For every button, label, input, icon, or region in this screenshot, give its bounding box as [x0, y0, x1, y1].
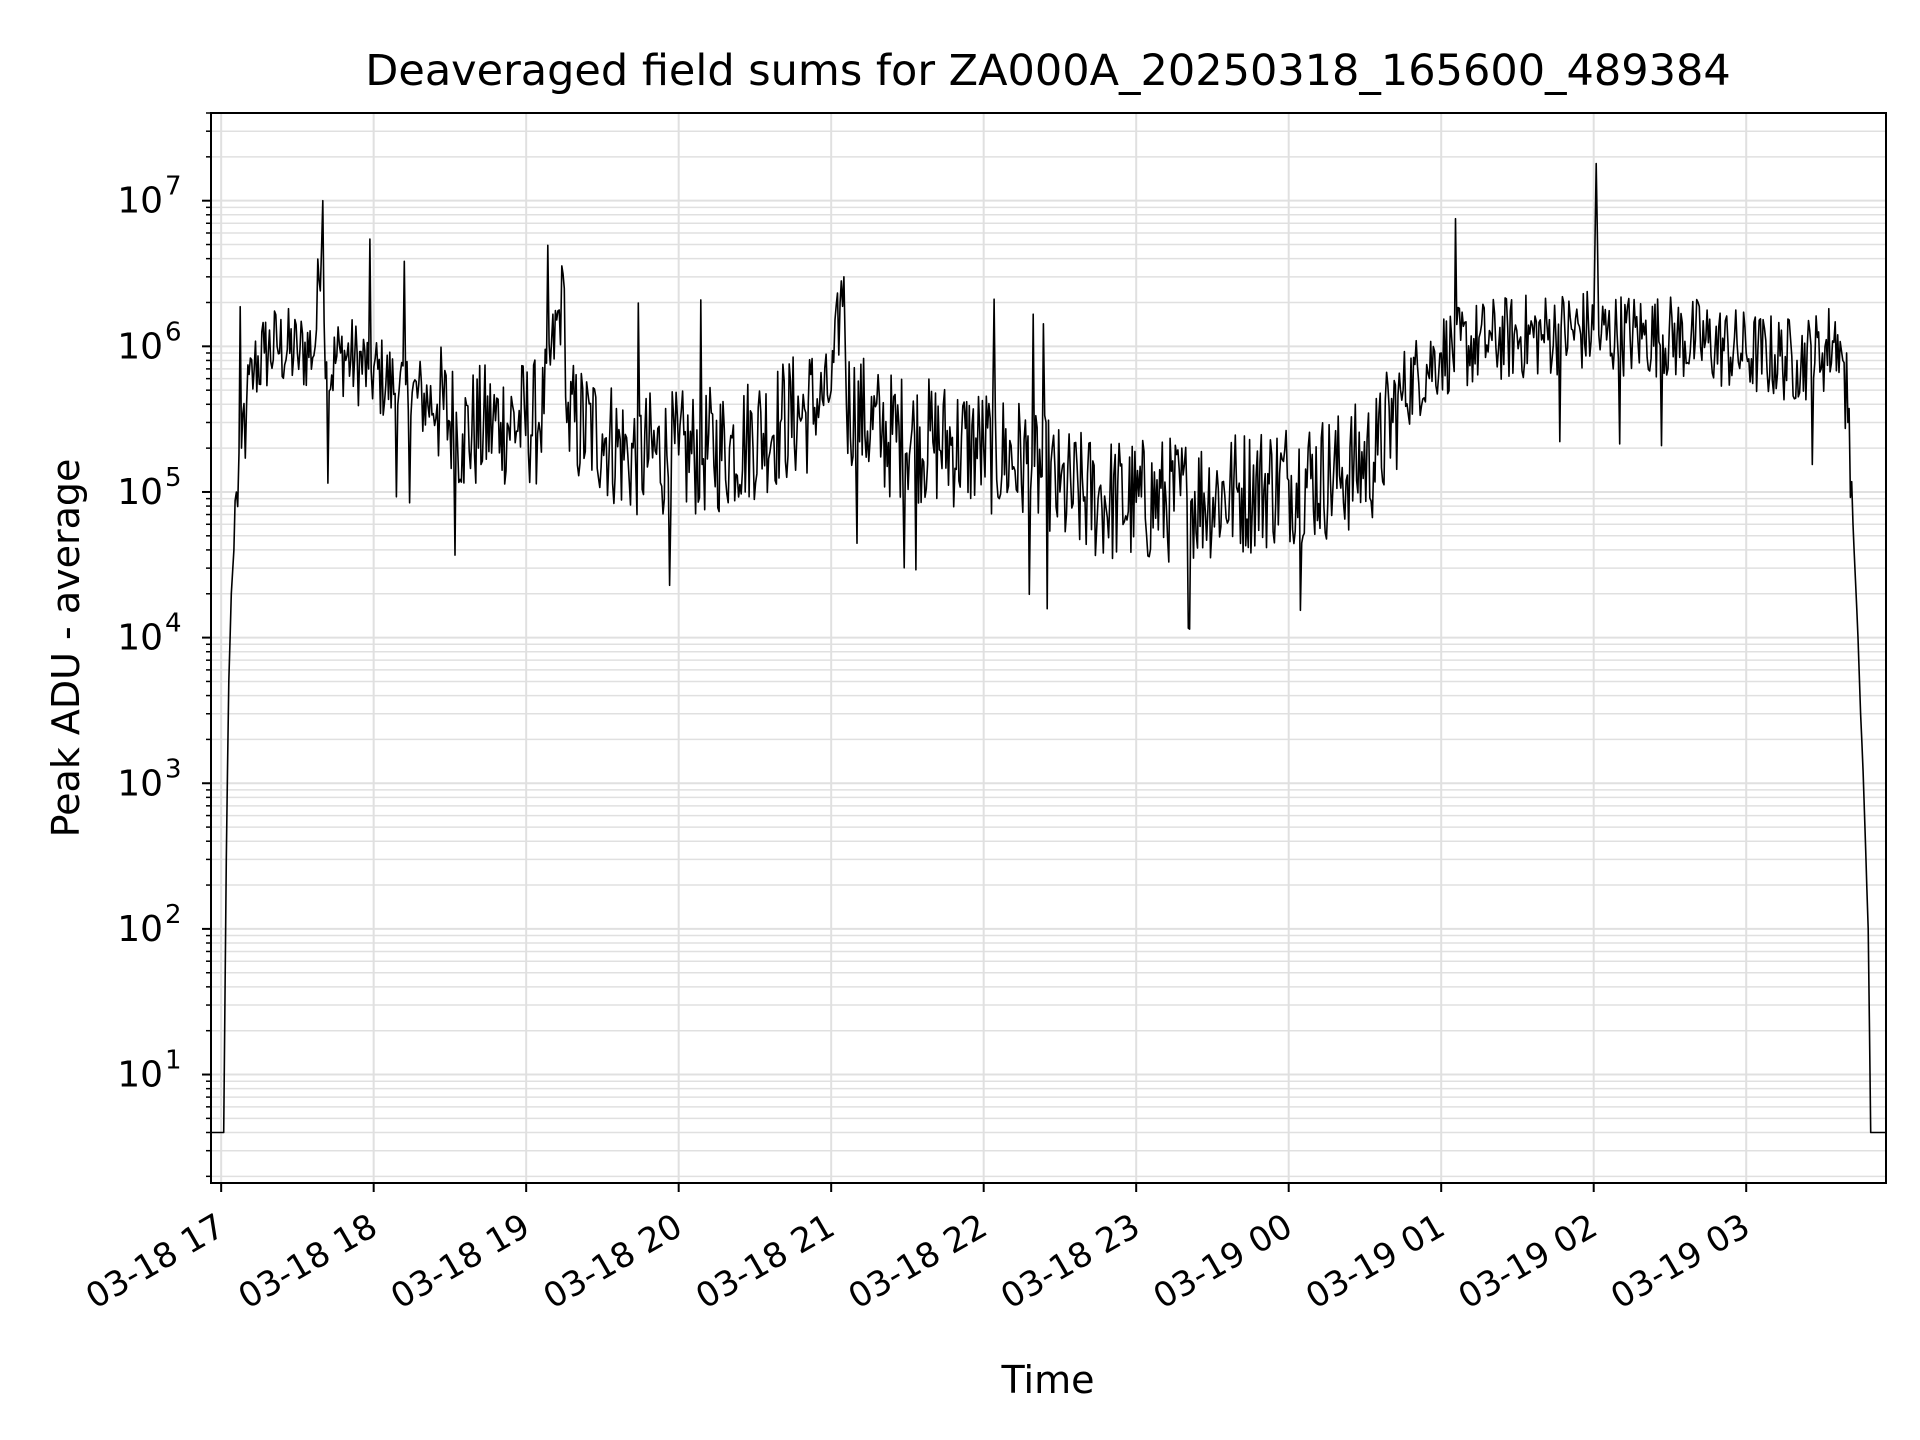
y-tick-label: 10 — [117, 618, 163, 659]
y-tick-exponent: 1 — [165, 1046, 182, 1076]
y-axis-label: Peak ADU - average — [44, 459, 88, 838]
chart-title: Deaveraged field sums for ZA000A_2025031… — [365, 46, 1730, 96]
y-tick-label: 10 — [117, 181, 163, 222]
y-tick-exponent: 6 — [165, 317, 182, 347]
y-tick-label: 10 — [117, 1055, 163, 1096]
y-tick-label: 10 — [117, 472, 163, 513]
y-tick-exponent: 3 — [165, 754, 182, 784]
y-tick-exponent: 2 — [165, 900, 182, 930]
plot-frame — [210, 112, 1887, 1184]
x-axis-label: Time — [1001, 1358, 1095, 1402]
y-tick-label: 10 — [117, 326, 163, 367]
minor-grid — [211, 112, 1886, 1178]
y-tick-exponent: 7 — [165, 172, 182, 202]
y-tick-exponent: 4 — [165, 609, 182, 639]
major-grid — [211, 113, 1886, 1183]
y-tick-label: 10 — [117, 909, 163, 950]
y-tick-exponent: 5 — [165, 463, 182, 493]
y-minor-ticks — [206, 112, 211, 1178]
series-line — [211, 162, 1886, 1134]
y-tick-label: 10 — [117, 763, 163, 804]
